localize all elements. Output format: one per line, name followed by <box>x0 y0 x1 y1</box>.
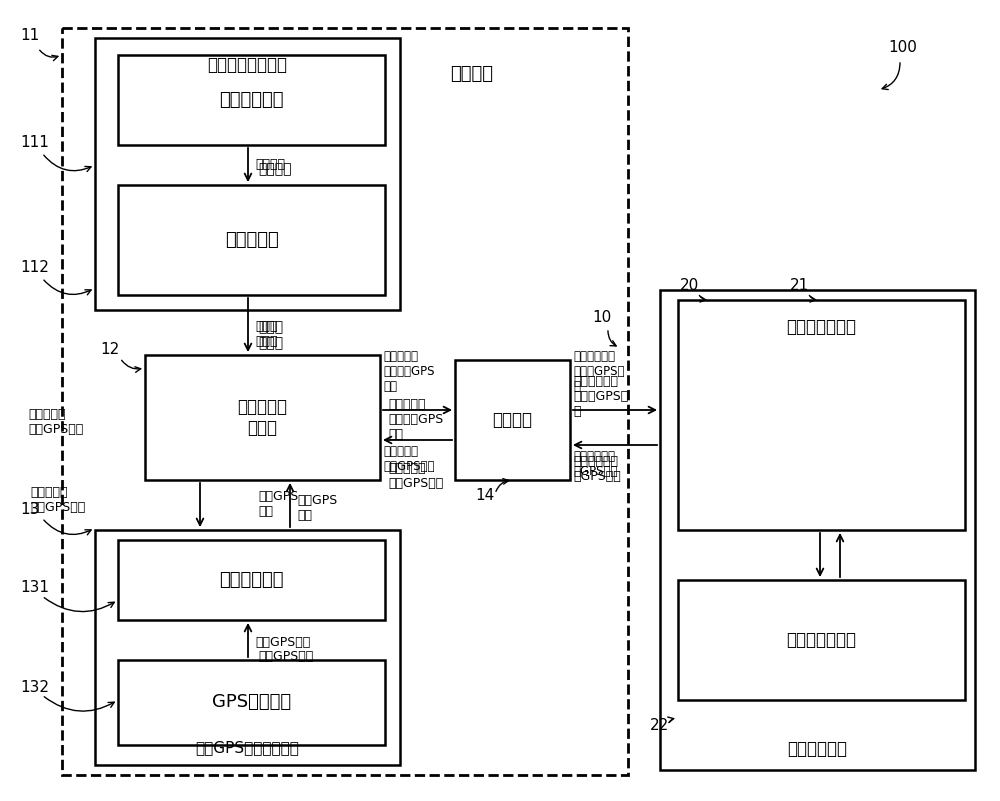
Bar <box>95 38 400 310</box>
Text: 22: 22 <box>650 718 669 733</box>
Text: 路况图
像信息: 路况图 像信息 <box>255 320 278 348</box>
Bar <box>118 540 385 620</box>
FancyArrowPatch shape <box>44 598 114 612</box>
Text: 路况图像链
接和GPS信息: 路况图像链 接和GPS信息 <box>28 408 83 436</box>
FancyArrowPatch shape <box>608 331 616 346</box>
Text: 11: 11 <box>20 28 39 43</box>
Text: 路况图像信息
和位置GPS信
息: 路况图像信息 和位置GPS信 息 <box>573 350 624 393</box>
Text: 14: 14 <box>475 488 494 503</box>
Text: 路况图像链接
和GPS信息: 路况图像链接 和GPS信息 <box>573 450 618 478</box>
Text: 21: 21 <box>790 278 809 293</box>
Bar <box>118 185 385 295</box>
Bar <box>678 580 965 700</box>
Text: 路况图像获取模块: 路况图像获取模块 <box>208 56 288 74</box>
FancyArrowPatch shape <box>40 50 58 61</box>
FancyArrowPatch shape <box>809 296 816 302</box>
Bar <box>678 300 965 530</box>
Text: 100: 100 <box>888 40 917 55</box>
Text: 记录触发模块: 记录触发模块 <box>219 91 284 109</box>
Bar <box>118 55 385 145</box>
Text: 云计算中心模块: 云计算中心模块 <box>786 318 856 336</box>
Text: 拍摄指令: 拍摄指令 <box>258 162 292 176</box>
Text: 车内地图系统: 车内地图系统 <box>219 571 284 589</box>
Bar <box>660 290 975 770</box>
FancyArrowPatch shape <box>496 479 509 491</box>
FancyArrowPatch shape <box>44 280 91 295</box>
FancyArrowPatch shape <box>668 717 674 723</box>
Bar <box>455 360 570 480</box>
Text: 位置GPS信息: 位置GPS信息 <box>258 650 313 663</box>
Text: 位置GPS信息: 位置GPS信息 <box>255 635 310 649</box>
Text: 位置GPS
信息: 位置GPS 信息 <box>297 494 337 522</box>
FancyArrowPatch shape <box>44 520 91 535</box>
Text: 20: 20 <box>680 278 699 293</box>
Text: 通讯模块: 通讯模块 <box>492 411 532 429</box>
Text: 车载处理中
心模块: 车载处理中 心模块 <box>238 398 288 437</box>
Text: 位置GPS信息获取模块: 位置GPS信息获取模块 <box>196 740 299 755</box>
Text: 云地图中心模块: 云地图中心模块 <box>786 631 856 649</box>
Text: 路况图像链接
和GPS信息: 路况图像链接 和GPS信息 <box>573 455 621 483</box>
Text: 行车记录仪: 行车记录仪 <box>225 231 278 249</box>
FancyArrowPatch shape <box>44 697 114 711</box>
Text: 路况图
像信息: 路况图 像信息 <box>258 320 283 350</box>
Text: 12: 12 <box>100 342 119 357</box>
Text: 132: 132 <box>20 680 49 695</box>
Text: 13: 13 <box>20 502 39 517</box>
Text: 路况图像信
息和位置GPS
信息: 路况图像信 息和位置GPS 信息 <box>388 398 443 441</box>
Bar <box>118 660 385 745</box>
Bar <box>95 530 400 765</box>
Bar <box>62 28 628 775</box>
FancyArrowPatch shape <box>699 296 706 302</box>
Text: 路况图像信息
和位置GPS信
息: 路况图像信息 和位置GPS信 息 <box>573 375 628 418</box>
Text: 车内设备: 车内设备 <box>450 65 493 83</box>
Text: 路况图像链
接和GPS信息: 路况图像链 接和GPS信息 <box>388 462 443 490</box>
Text: 车联网云平台: 车联网云平台 <box>788 740 848 758</box>
Text: 路况图像信
息和位置GPS
信息: 路况图像信 息和位置GPS 信息 <box>383 350 434 393</box>
Text: 路况图像链
接和GPS信息: 路况图像链 接和GPS信息 <box>383 445 434 473</box>
Text: 10: 10 <box>592 310 611 325</box>
Text: 131: 131 <box>20 580 49 595</box>
Text: 111: 111 <box>20 135 49 150</box>
Text: GPS定位系统: GPS定位系统 <box>212 694 291 711</box>
Text: 位置GPS
信息: 位置GPS 信息 <box>258 490 298 518</box>
FancyArrowPatch shape <box>882 62 900 90</box>
Bar <box>145 355 380 480</box>
FancyArrowPatch shape <box>44 155 91 171</box>
FancyArrowPatch shape <box>122 360 141 372</box>
Text: 112: 112 <box>20 260 49 275</box>
Text: 拍摄指令: 拍摄指令 <box>255 159 285 171</box>
Text: 路况图像链
接和GPS信息: 路况图像链 接和GPS信息 <box>30 486 85 514</box>
